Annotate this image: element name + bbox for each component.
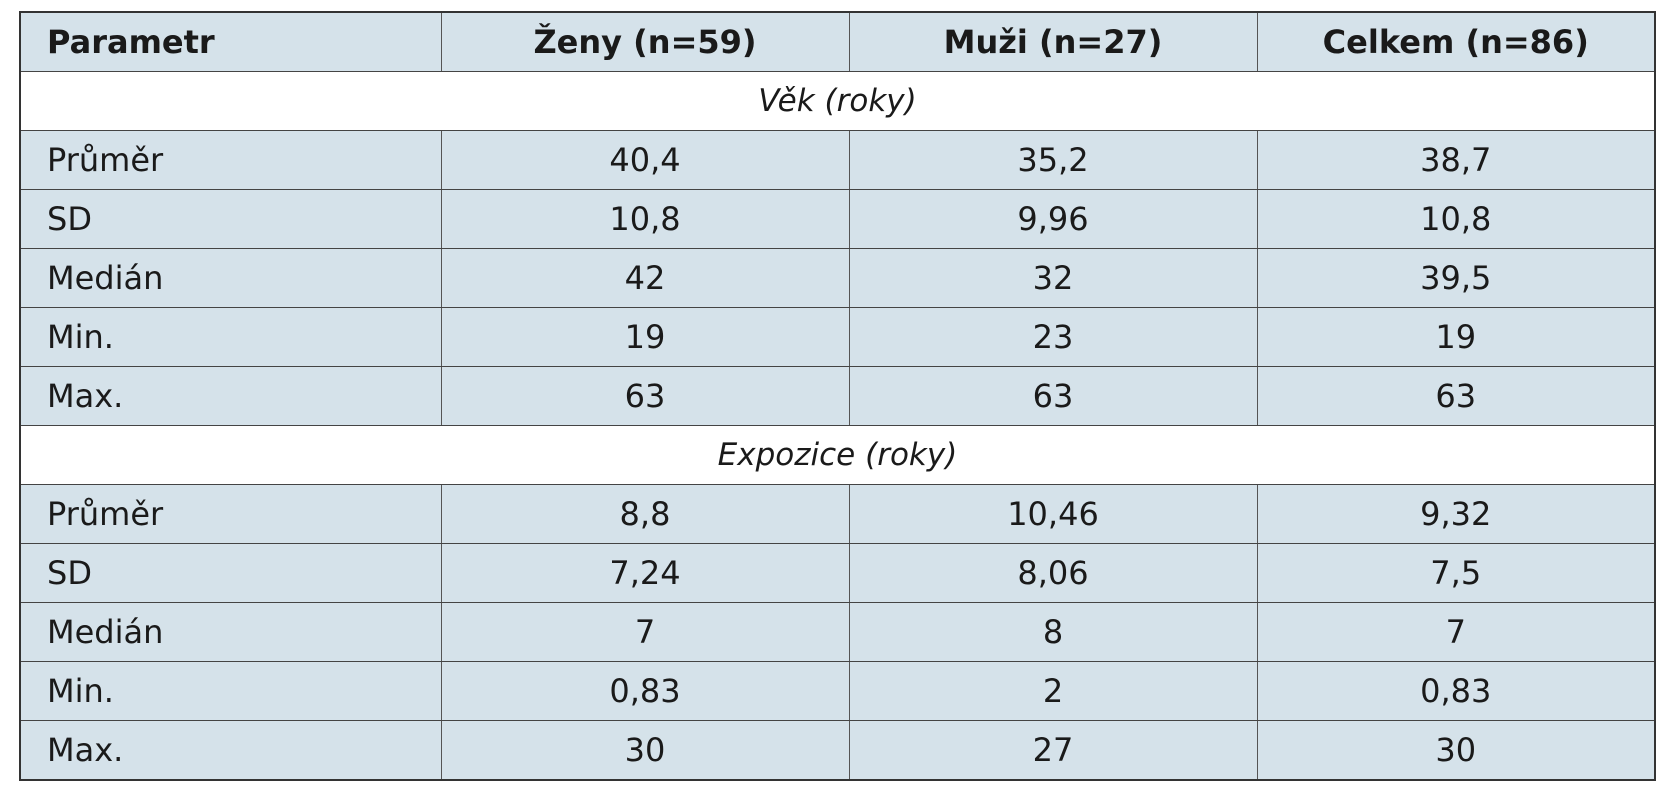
cell: 7,24 — [440, 543, 850, 603]
cell: 8,8 — [440, 484, 850, 544]
cell: 8 — [848, 602, 1258, 662]
row-label: Průměr — [19, 130, 442, 190]
header-cell: Celkem (n=86) — [1256, 11, 1656, 72]
row-label: Min. — [19, 661, 442, 721]
section-title: Expozice (roky) — [19, 425, 1656, 485]
row-label: Medián — [19, 602, 442, 662]
cell: 63 — [1256, 366, 1656, 426]
row-label: Max. — [19, 366, 442, 426]
cell: 10,46 — [848, 484, 1258, 544]
cell: 23 — [848, 307, 1258, 367]
data-row: SD 7,24 8,06 7,5 — [19, 543, 1656, 603]
cell: 0,83 — [1256, 661, 1656, 721]
data-table: Parametr Ženy (n=59) Muži (n=27) Celkem (n=… — [19, 11, 1656, 781]
cell: 0,83 — [440, 661, 850, 721]
cell: 63 — [848, 366, 1258, 426]
data-row: Min. 0,83 2 0,83 — [19, 661, 1656, 721]
cell: 2 — [848, 661, 1258, 721]
header-cell: Parametr — [19, 11, 442, 72]
data-row: Průměr 8,8 10,46 9,32 — [19, 484, 1656, 544]
section-title: Věk (roky) — [19, 71, 1656, 131]
cell: 63 — [440, 366, 850, 426]
section-row: Věk (roky) — [19, 71, 1656, 131]
cell: 10,8 — [440, 189, 850, 249]
cell: 40,4 — [440, 130, 850, 190]
data-row: Max. 30 27 30 — [19, 720, 1656, 781]
header-cell: Muži (n=27) — [848, 11, 1258, 72]
data-row: Min. 19 23 19 — [19, 307, 1656, 367]
section-row: Expozice (roky) — [19, 425, 1656, 485]
cell: 9,96 — [848, 189, 1258, 249]
cell: 7 — [440, 602, 850, 662]
cell: 19 — [440, 307, 850, 367]
cell: 27 — [848, 720, 1258, 781]
cell: 35,2 — [848, 130, 1258, 190]
row-label: Medián — [19, 248, 442, 308]
cell: 7,5 — [1256, 543, 1656, 603]
header-row: Parametr Ženy (n=59) Muži (n=27) Celkem (n=… — [19, 11, 1656, 72]
row-label: Min. — [19, 307, 442, 367]
row-label: Průměr — [19, 484, 442, 544]
cell: 19 — [1256, 307, 1656, 367]
cell: 9,32 — [1256, 484, 1656, 544]
cell: 38,7 — [1256, 130, 1656, 190]
cell: 30 — [1256, 720, 1656, 781]
header-cell: Ženy (n=59) — [440, 11, 850, 72]
cell: 30 — [440, 720, 850, 781]
row-label: SD — [19, 189, 442, 249]
data-row: Medián 42 32 39,5 — [19, 248, 1656, 308]
cell: 42 — [440, 248, 850, 308]
row-label: Max. — [19, 720, 442, 781]
cell: 7 — [1256, 602, 1656, 662]
data-row: Průměr 40,4 35,2 38,7 — [19, 130, 1656, 190]
cell: 8,06 — [848, 543, 1258, 603]
data-row: Max. 63 63 63 — [19, 366, 1656, 426]
cell: 32 — [848, 248, 1258, 308]
cell: 39,5 — [1256, 248, 1656, 308]
cell: 10,8 — [1256, 189, 1656, 249]
row-label: SD — [19, 543, 442, 603]
data-row: SD 10,8 9,96 10,8 — [19, 189, 1656, 249]
data-row: Medián 7 8 7 — [19, 602, 1656, 662]
